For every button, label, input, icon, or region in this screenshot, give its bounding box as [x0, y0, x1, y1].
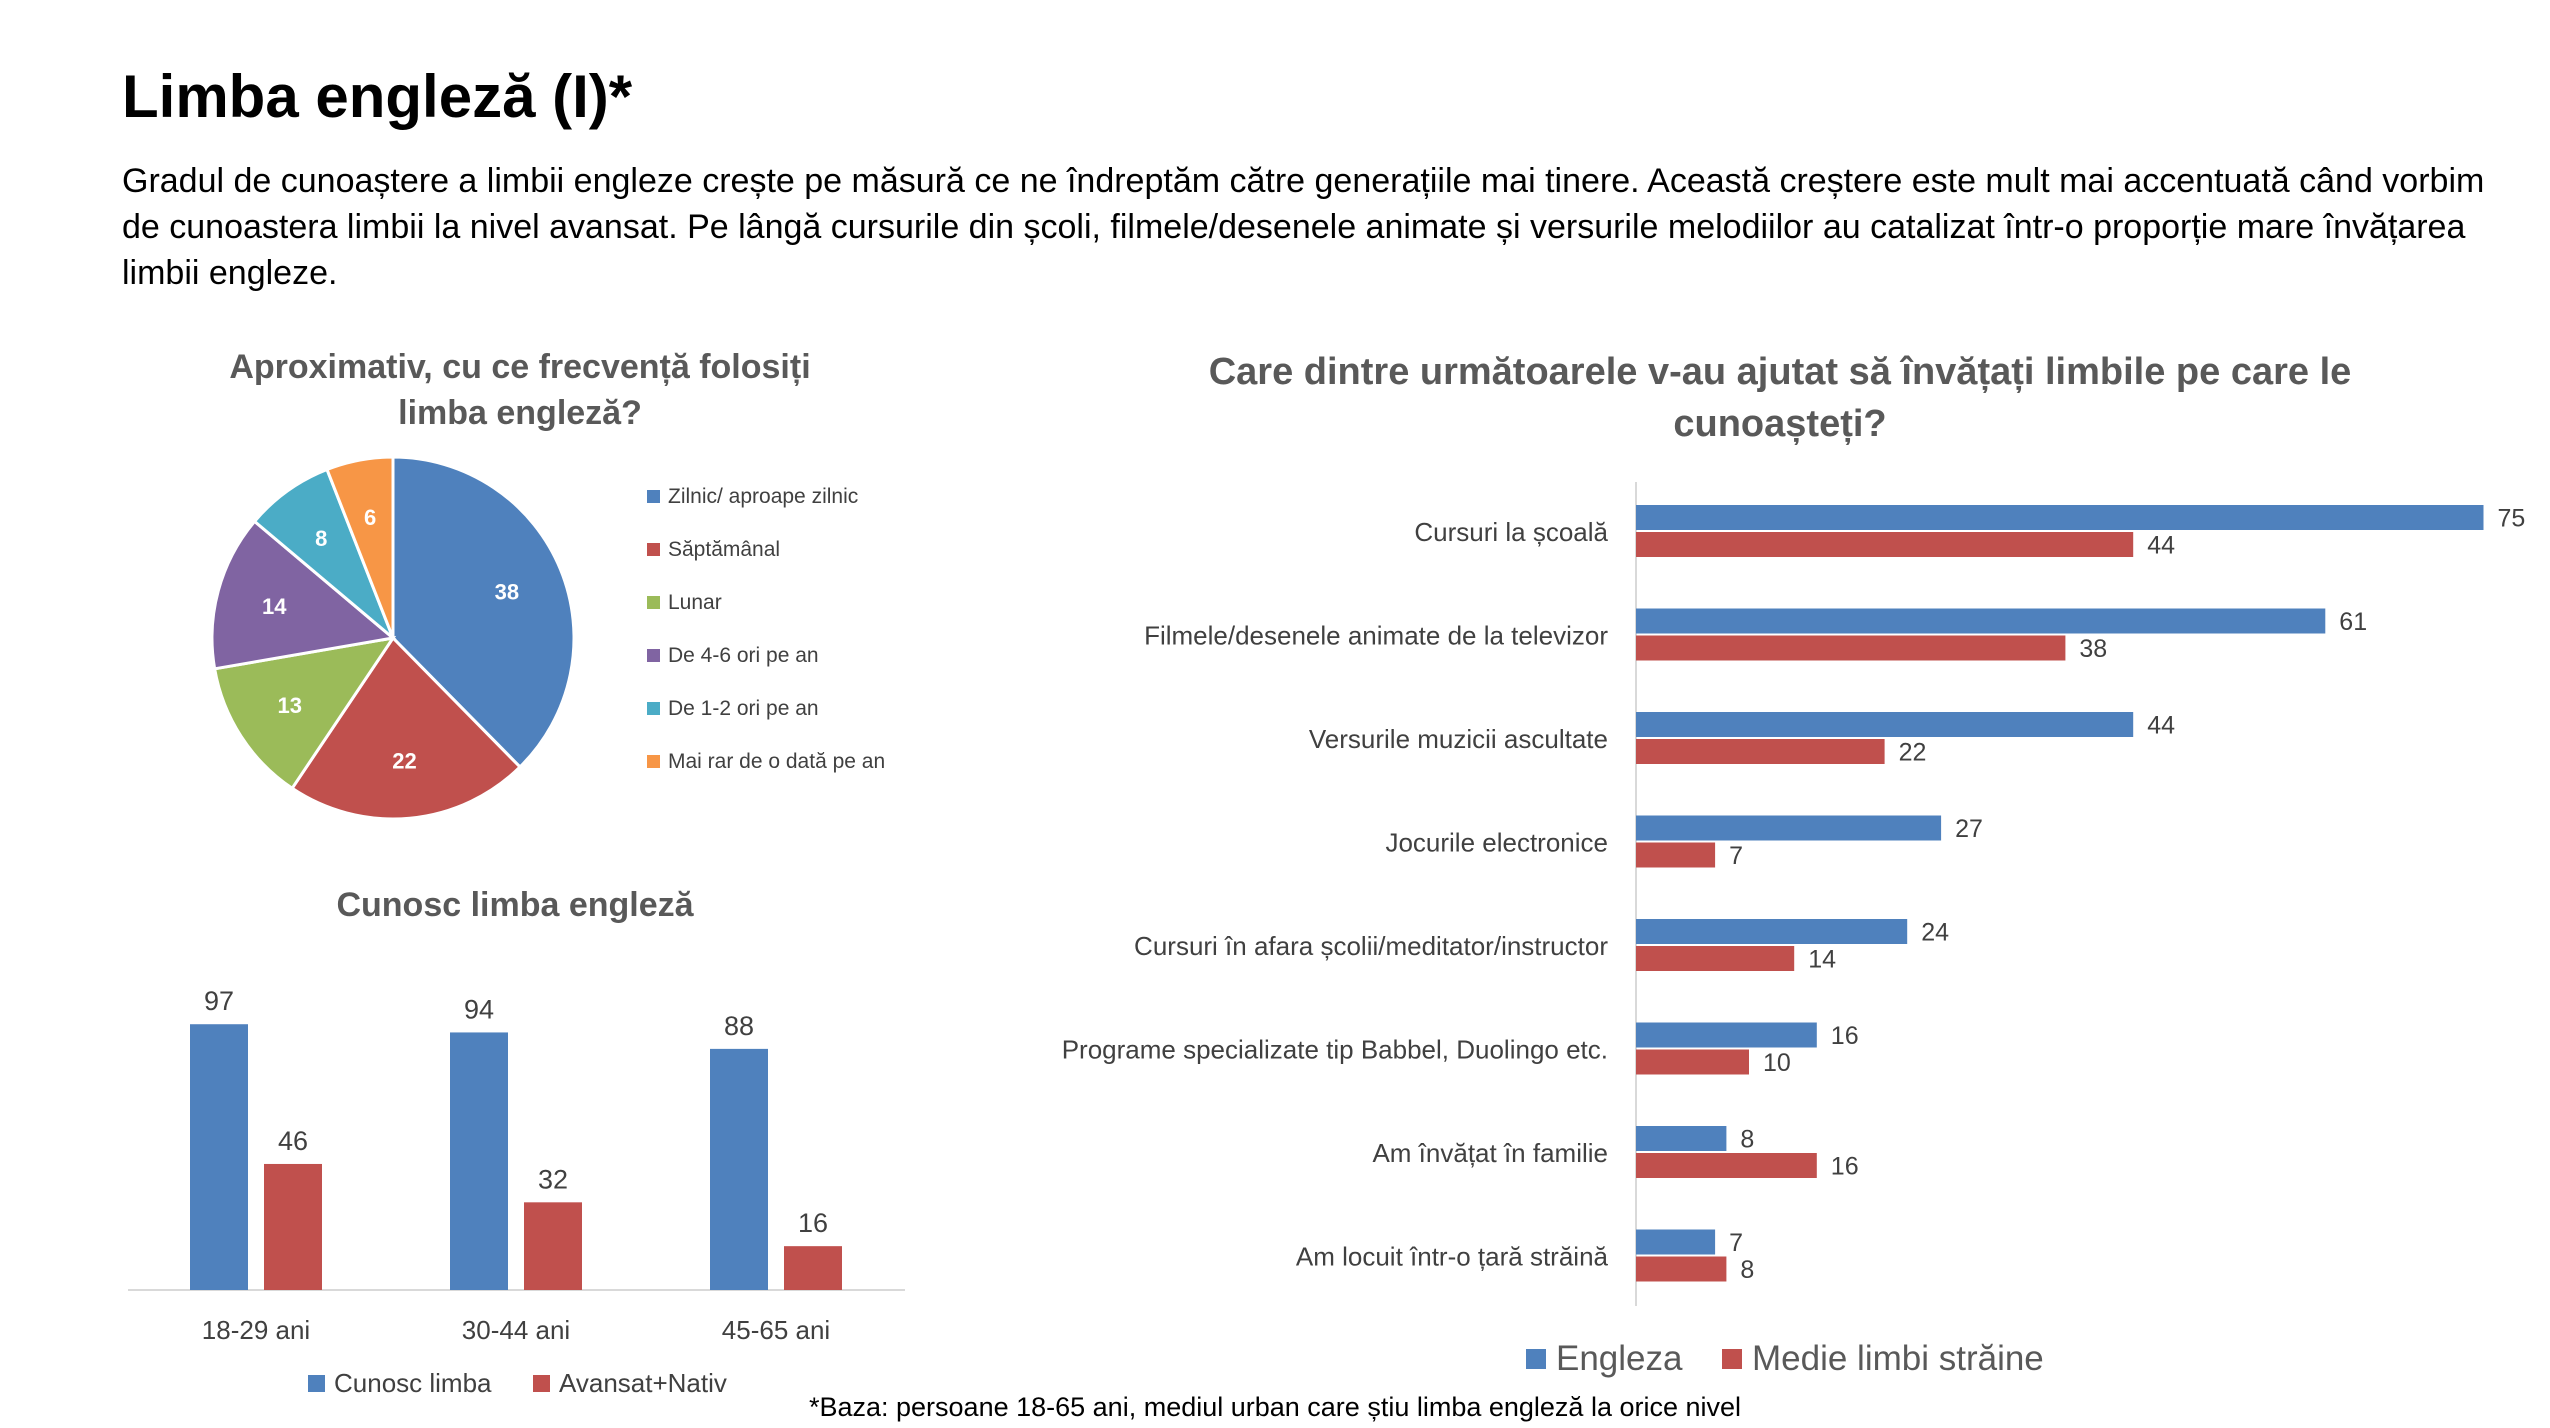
legend-label: Engleza	[1556, 1339, 1683, 1378]
legend-swatch	[647, 490, 660, 503]
bar-data-label: 61	[2339, 608, 2367, 636]
pie-slice	[391, 455, 576, 770]
pie-data-label: 13	[277, 693, 301, 718]
legend-swatch	[308, 1375, 325, 1392]
column-bar	[710, 1048, 768, 1290]
bar-data-label: 7	[1729, 842, 1743, 870]
column-data-label: 94	[464, 994, 494, 1024]
legend-label: Medie limbi străine	[1752, 1339, 2044, 1378]
legend-swatch	[647, 543, 660, 556]
horizontal-bar	[1636, 532, 2134, 557]
y-tick-label: Filmele/desenele animate de la televizor	[1144, 621, 1608, 651]
horizontal-bar	[1636, 1153, 1817, 1178]
y-tick-label: Jocurile electronice	[1385, 828, 1608, 858]
bar-data-label: 8	[1740, 1126, 1754, 1154]
column-data-label: 16	[798, 1208, 828, 1238]
footnote: *Baza: persoane 18-65 ani, mediul urban …	[808, 1392, 1742, 1422]
horizontal-bar	[1636, 1022, 1817, 1048]
column-bar	[190, 1024, 248, 1290]
horizontal-bar	[1636, 1229, 1716, 1255]
pie-data-label: 14	[262, 594, 287, 619]
y-tick-label: Programe specializate tip Babbel, Duolin…	[1062, 1035, 1608, 1065]
column-data-label: 46	[278, 1126, 308, 1156]
bar-data-label: 10	[1763, 1049, 1791, 1077]
pie-data-label: 8	[315, 526, 327, 551]
y-tick-label: Cursuri în afara școlii/meditator/instru…	[1134, 931, 1608, 961]
y-tick-label: Versurile muzicii ascultate	[1309, 724, 1608, 754]
bar-chart-title: Care dintre următoarele v-au ajutat să î…	[1208, 351, 2352, 445]
column-bar	[784, 1246, 842, 1290]
column-chart-title: Cunosc limba engleză	[336, 886, 694, 924]
horizontal-bar	[1636, 712, 2134, 737]
pie-data-label: 6	[364, 505, 376, 530]
legend-swatch	[647, 649, 660, 662]
legend-swatch	[647, 702, 660, 715]
x-tick-label: 18-29 ani	[202, 1315, 310, 1345]
pie-slice	[212, 635, 397, 791]
bar-data-label: 44	[2147, 712, 2175, 740]
bar-data-label: 7	[1729, 1229, 1743, 1257]
pie-data-label: 22	[392, 749, 416, 774]
column-bar	[264, 1163, 322, 1290]
bar-data-label: 16	[1831, 1153, 1859, 1181]
legend-label: Lunar	[668, 591, 722, 614]
pie-data-label: 38	[495, 579, 519, 604]
bar-data-label: 38	[2079, 635, 2107, 663]
legend-swatch	[647, 755, 660, 768]
y-tick-label: Am învățat în familie	[1372, 1138, 1608, 1168]
bar-data-label: 75	[2498, 505, 2526, 533]
y-tick-label: Am locuit într-o țară străină	[1296, 1242, 1609, 1272]
legend-swatch	[1526, 1349, 1546, 1369]
horizontal-bar	[1636, 842, 1716, 868]
column-data-label: 32	[538, 1164, 568, 1194]
horizontal-bar	[1636, 946, 1795, 971]
pie-slice	[252, 467, 395, 640]
bar-data-label: 14	[1808, 946, 1836, 974]
bar-data-label: 24	[1921, 919, 1949, 947]
horizontal-bar	[1636, 635, 2066, 661]
pie-slice	[325, 455, 395, 639]
legend-label: Avansat+Nativ	[559, 1368, 727, 1398]
pie-slice	[290, 635, 523, 821]
horizontal-bar	[1636, 1126, 1727, 1151]
bar-data-label: 27	[1955, 815, 1983, 843]
horizontal-bar	[1636, 739, 1885, 764]
legend-label: Mai rar de o dată pe an	[668, 750, 885, 773]
column-data-label: 88	[724, 1011, 754, 1041]
y-tick-label: Cursuri la școală	[1414, 517, 1608, 547]
legend-label: Săptămânal	[668, 538, 780, 561]
column-bar	[524, 1202, 582, 1290]
bar-data-label: 44	[2147, 532, 2175, 560]
horizontal-bar	[1636, 815, 1942, 841]
bar-data-label: 16	[1831, 1022, 1859, 1050]
page-title: Limba engleză (I)*	[122, 63, 633, 130]
column-data-label: 97	[204, 986, 234, 1016]
horizontal-bar	[1636, 1256, 1727, 1282]
legend-label: De 1-2 ori pe an	[668, 697, 819, 720]
horizontal-bar	[1636, 505, 2484, 530]
intro-text: Gradul de cunoaștere a limbii engleze cr…	[122, 162, 2485, 292]
horizontal-bar	[1636, 1049, 1749, 1075]
column-bar	[450, 1032, 508, 1290]
horizontal-bar	[1636, 608, 2326, 634]
horizontal-bar	[1636, 919, 1908, 944]
legend-label: Zilnic/ aproape zilnic	[668, 485, 858, 508]
legend-swatch	[533, 1375, 550, 1392]
legend-swatch	[647, 596, 660, 609]
legend-swatch	[1722, 1349, 1742, 1369]
bar-data-label: 8	[1740, 1256, 1754, 1284]
bar-data-label: 22	[1899, 739, 1927, 767]
pie-slice	[210, 519, 397, 671]
x-tick-label: 30-44 ani	[462, 1315, 570, 1345]
x-tick-label: 45-65 ani	[722, 1315, 830, 1345]
pie-chart-title: Aproximativ, cu ce frecvență folosiți li…	[229, 348, 811, 432]
legend-label: Cunosc limba	[334, 1368, 492, 1398]
legend-label: De 4-6 ori pe an	[668, 644, 819, 667]
